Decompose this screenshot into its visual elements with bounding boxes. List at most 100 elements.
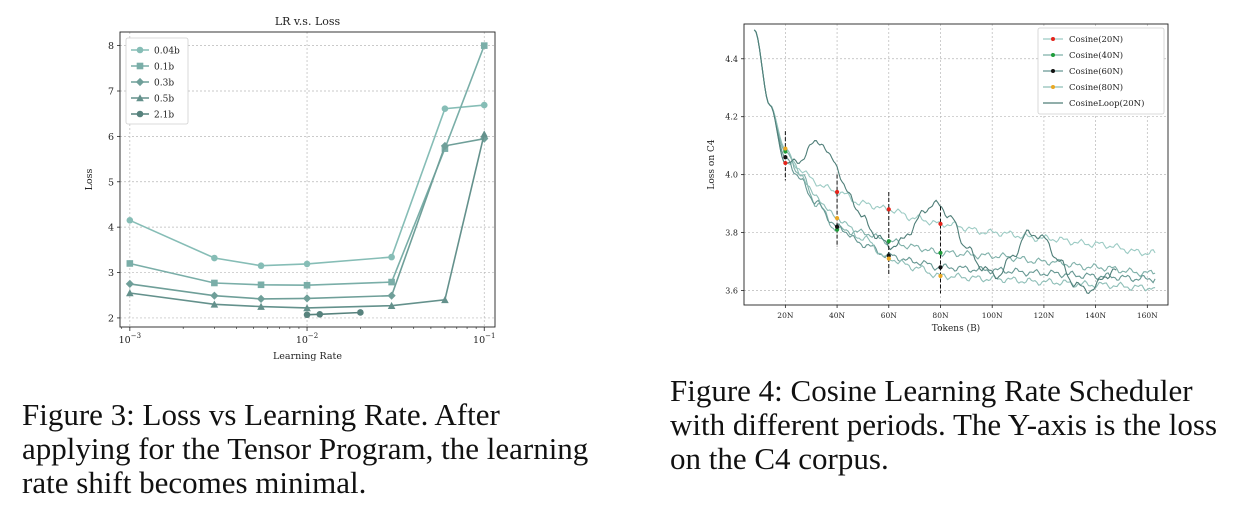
- data-point-Cosine(20N): [834, 189, 840, 195]
- legend-label: Cosine(20N): [1069, 34, 1123, 45]
- x-tick-label: 60N: [881, 311, 898, 320]
- y-axis-label: Loss: [84, 168, 95, 190]
- data-point-0.5b: [303, 304, 311, 312]
- legend: Cosine(20N) Cosine(40N) Cosine(60N) Cosine(…: [1037, 27, 1165, 115]
- legend-box: [1037, 27, 1165, 115]
- legend-swatch-marker: [136, 94, 144, 102]
- x-tick-label: 20N: [777, 311, 794, 320]
- legend-swatch-marker: [1051, 37, 1055, 41]
- data-point-0.04b: [126, 217, 134, 224]
- y-tick-label: 3.8: [725, 229, 738, 238]
- series-line-2.1b: [306, 311, 361, 316]
- legend-swatch-marker: [1051, 53, 1055, 57]
- data-point-Cosine(60N): [783, 155, 788, 160]
- data-point-Cosine(40N): [886, 239, 891, 244]
- data-point-0.1b: [303, 281, 311, 289]
- figure-3-chart: LR v.s. Loss 2 3 4 5 6 7 8 10−3 10−2 10−1 Learning …: [80, 12, 510, 367]
- data-point-0.3b: [210, 291, 219, 300]
- legend-box: [125, 37, 189, 125]
- data-point-0.04b: [211, 254, 218, 262]
- data-point-Cosine(40N): [783, 149, 788, 154]
- legend-swatch-marker: [136, 46, 144, 54]
- x-tick-label: 160N: [1137, 311, 1158, 320]
- data-point-0.3b: [302, 294, 312, 303]
- figure-4-chart: 3.6 3.8 4.0 4.2 4.4 20N 40N 60N 80N 100N 120N 140N 1…: [700, 20, 1180, 340]
- legend-label: 0.1b: [154, 63, 174, 73]
- x-tick-exponent: −2: [308, 332, 318, 340]
- data-point-0.1b: [126, 260, 134, 267]
- x-tick-label: 100N: [982, 311, 1003, 320]
- data-point-0.1b: [388, 278, 395, 286]
- legend-label: 0.04b: [154, 47, 180, 57]
- x-axis-label: Learning Rate: [273, 351, 342, 362]
- data-point-0.5b: [126, 289, 134, 297]
- legend-label: 0.5b: [154, 95, 174, 105]
- data-point-Cosine(20N): [783, 160, 788, 166]
- x-tick-label: 10−2: [296, 332, 318, 346]
- data-point-0.1b: [257, 281, 265, 289]
- figure-4-caption: Figure 4: Cosine Learning Rate Scheduler…: [670, 373, 1218, 476]
- data-point-0.5b: [387, 301, 396, 309]
- legend: 0.04b 0.1b 0.3b 0.5b 2.1b: [125, 37, 189, 125]
- legend-swatch-marker: [136, 62, 144, 70]
- x-tick-base: 10: [119, 335, 131, 346]
- y-tick-label: 4.4: [725, 55, 738, 64]
- legend-swatch-marker: [1051, 69, 1055, 73]
- data-point-Cosine(60N): [938, 265, 943, 270]
- data-point-0.04b: [441, 105, 449, 112]
- data-point-2.1b: [357, 309, 364, 316]
- data-point-0.04b: [480, 101, 488, 109]
- data-point-0.5b: [210, 300, 219, 308]
- data-point-0.1b: [211, 279, 218, 287]
- data-point-0.3b: [440, 141, 450, 151]
- x-tick-label: 80N: [932, 311, 949, 320]
- legend-label: 0.3b: [154, 79, 174, 89]
- series-line-0.3b: [129, 137, 485, 300]
- x-tick-label: 10−3: [119, 332, 141, 346]
- y-tick-label: 4: [108, 223, 114, 234]
- figure-4-svg: 3.6 3.8 4.0 4.2 4.4 20N 40N 60N 80N 100N 120N 140N 1…: [707, 23, 1169, 334]
- data-point-Cosine(40N): [938, 250, 943, 255]
- x-tick-label: 10−1: [473, 332, 495, 346]
- legend-swatch-marker: [136, 110, 144, 118]
- data-point-0.3b: [125, 279, 134, 288]
- chart-title: LR v.s. Loss: [275, 15, 341, 28]
- data-point-Cosine(20N): [886, 207, 891, 212]
- legend-label: 2.1b: [154, 111, 174, 121]
- data-point-Cosine(80N): [938, 273, 943, 279]
- data-point-Cosine(60N): [834, 224, 840, 229]
- data-point-2.1b: [303, 311, 311, 319]
- x-tick-base: 10: [296, 335, 308, 346]
- legend-label: Cosine(60N): [1069, 66, 1123, 77]
- data-point-Cosine(40N): [834, 227, 840, 232]
- data-point-0.3b: [256, 294, 266, 303]
- x-tick-label: 140N: [1085, 311, 1106, 320]
- y-tick-label: 6: [108, 132, 114, 143]
- legend-label: Cosine(40N): [1069, 50, 1123, 61]
- x-tick-exponent: −1: [485, 332, 495, 340]
- data-point-0.5b: [480, 130, 489, 138]
- data-point-0.04b: [303, 260, 311, 268]
- x-axis-label: Tokens (B): [932, 323, 980, 334]
- y-tick-label: 3: [108, 268, 114, 279]
- y-tick-label: 4.2: [725, 113, 738, 122]
- data-point-0.04b: [388, 253, 395, 261]
- x-tick-base: 10: [473, 335, 485, 346]
- legend-label: CosineLoop(20N): [1069, 98, 1144, 109]
- series-line-Cosine(60N): [753, 29, 1156, 284]
- data-point-2.1b: [316, 310, 324, 318]
- y-tick-label: 7: [108, 87, 114, 98]
- x-tick-label: 40N: [829, 311, 846, 320]
- legend-swatch-marker: [1051, 85, 1055, 89]
- x-tick-label: 120N: [1033, 311, 1054, 320]
- series-line-Cosine(40N): [753, 29, 1156, 278]
- data-point-Cosine(60N): [886, 253, 891, 258]
- y-tick-label: 5: [108, 177, 114, 188]
- figure-3-caption: Figure 3: Loss vs Learning Rate. After a…: [22, 397, 589, 500]
- data-point-0.1b: [480, 42, 488, 49]
- y-tick-label: 2: [108, 313, 114, 324]
- data-point-0.04b: [257, 262, 265, 270]
- data-point-Cosine(80N): [886, 256, 891, 261]
- x-tick-exponent: −3: [131, 332, 141, 340]
